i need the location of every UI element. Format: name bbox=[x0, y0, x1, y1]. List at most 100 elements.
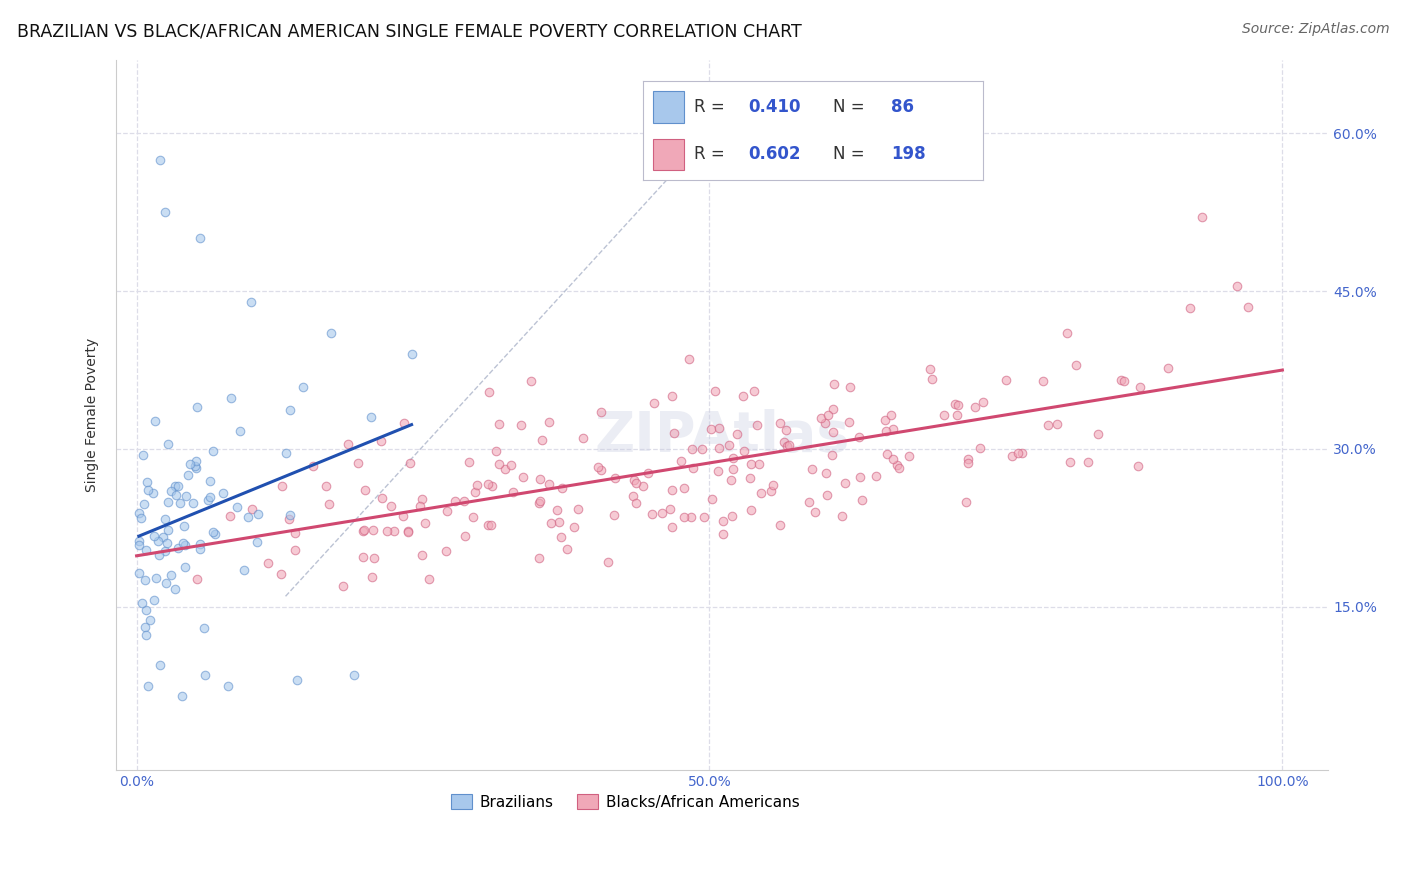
Point bbox=[1011, 446, 1033, 460]
Point bbox=[810, 411, 832, 425]
Point bbox=[219, 391, 242, 405]
Point bbox=[815, 467, 838, 481]
Point bbox=[520, 374, 543, 388]
Point bbox=[972, 395, 994, 409]
Point bbox=[865, 468, 887, 483]
Point bbox=[946, 409, 969, 423]
Point bbox=[134, 620, 156, 634]
Point bbox=[332, 579, 354, 593]
Text: BRAZILIAN VS BLACK/AFRICAN AMERICAN SINGLE FEMALE POVERTY CORRELATION CHART: BRAZILIAN VS BLACK/AFRICAN AMERICAN SING… bbox=[17, 22, 801, 40]
Point bbox=[740, 503, 762, 517]
Point bbox=[409, 500, 432, 514]
Point bbox=[759, 483, 782, 498]
Point bbox=[589, 405, 612, 419]
Point bbox=[270, 566, 292, 581]
Point bbox=[128, 506, 150, 520]
Point bbox=[363, 550, 385, 565]
Point bbox=[155, 512, 177, 526]
Point bbox=[1007, 445, 1029, 459]
Point bbox=[801, 462, 824, 476]
Point bbox=[481, 479, 503, 493]
Point bbox=[494, 461, 516, 475]
Point bbox=[201, 524, 224, 539]
Point bbox=[226, 500, 249, 514]
Point bbox=[179, 457, 201, 471]
Point bbox=[174, 489, 197, 503]
Point bbox=[284, 543, 307, 558]
Point bbox=[370, 434, 392, 449]
Point bbox=[707, 421, 730, 435]
Point bbox=[921, 371, 943, 385]
Point bbox=[360, 569, 382, 583]
Point bbox=[876, 447, 898, 461]
Point bbox=[283, 526, 305, 541]
Point bbox=[380, 499, 402, 513]
Point bbox=[1126, 458, 1149, 473]
Point bbox=[382, 524, 405, 538]
Point bbox=[136, 679, 159, 693]
Point bbox=[301, 458, 323, 473]
Point bbox=[527, 495, 550, 509]
Point bbox=[1180, 301, 1202, 315]
Point bbox=[957, 451, 980, 466]
Point bbox=[821, 425, 844, 439]
Point bbox=[135, 628, 157, 642]
Point bbox=[717, 438, 740, 452]
Point bbox=[661, 483, 683, 497]
Point bbox=[742, 384, 765, 399]
Point bbox=[181, 496, 204, 510]
Point bbox=[132, 497, 155, 511]
Point bbox=[375, 524, 398, 538]
Point bbox=[572, 431, 595, 445]
Point bbox=[1001, 449, 1024, 463]
Point bbox=[353, 523, 375, 537]
Point bbox=[702, 491, 724, 506]
Point bbox=[411, 548, 433, 562]
Point bbox=[392, 508, 415, 523]
Point bbox=[1237, 300, 1260, 314]
Point bbox=[277, 512, 299, 526]
Point bbox=[399, 456, 422, 470]
Point bbox=[596, 555, 619, 569]
Point bbox=[343, 668, 366, 682]
Text: ZIPAtlas: ZIPAtlas bbox=[595, 409, 849, 463]
Point bbox=[681, 510, 703, 524]
Point bbox=[775, 423, 797, 437]
Point bbox=[851, 492, 873, 507]
Point bbox=[479, 518, 502, 533]
Point bbox=[315, 479, 337, 493]
Point bbox=[704, 384, 727, 399]
Point bbox=[156, 494, 179, 508]
Point bbox=[965, 400, 987, 414]
Point bbox=[550, 530, 572, 544]
Point bbox=[128, 566, 150, 581]
Point bbox=[540, 516, 562, 531]
Point bbox=[547, 515, 569, 529]
Point bbox=[143, 592, 166, 607]
Point bbox=[681, 442, 703, 457]
Point bbox=[537, 415, 560, 429]
Point bbox=[567, 501, 589, 516]
Point bbox=[623, 473, 645, 487]
Point bbox=[969, 442, 991, 456]
Point bbox=[167, 541, 190, 555]
Point bbox=[194, 668, 217, 682]
Point bbox=[721, 508, 744, 523]
Point bbox=[918, 362, 941, 376]
Point bbox=[1087, 427, 1109, 442]
Point bbox=[240, 294, 263, 309]
Point bbox=[148, 153, 170, 167]
Point bbox=[153, 544, 176, 558]
Point bbox=[733, 389, 755, 403]
Point bbox=[229, 425, 252, 439]
Point bbox=[957, 457, 980, 471]
Point bbox=[148, 657, 170, 672]
Point bbox=[173, 519, 195, 533]
Point bbox=[160, 568, 183, 582]
Point bbox=[477, 477, 499, 491]
Point bbox=[145, 571, 167, 585]
Point bbox=[664, 425, 686, 440]
Point bbox=[637, 467, 659, 481]
Point bbox=[485, 443, 508, 458]
Point bbox=[204, 527, 226, 541]
